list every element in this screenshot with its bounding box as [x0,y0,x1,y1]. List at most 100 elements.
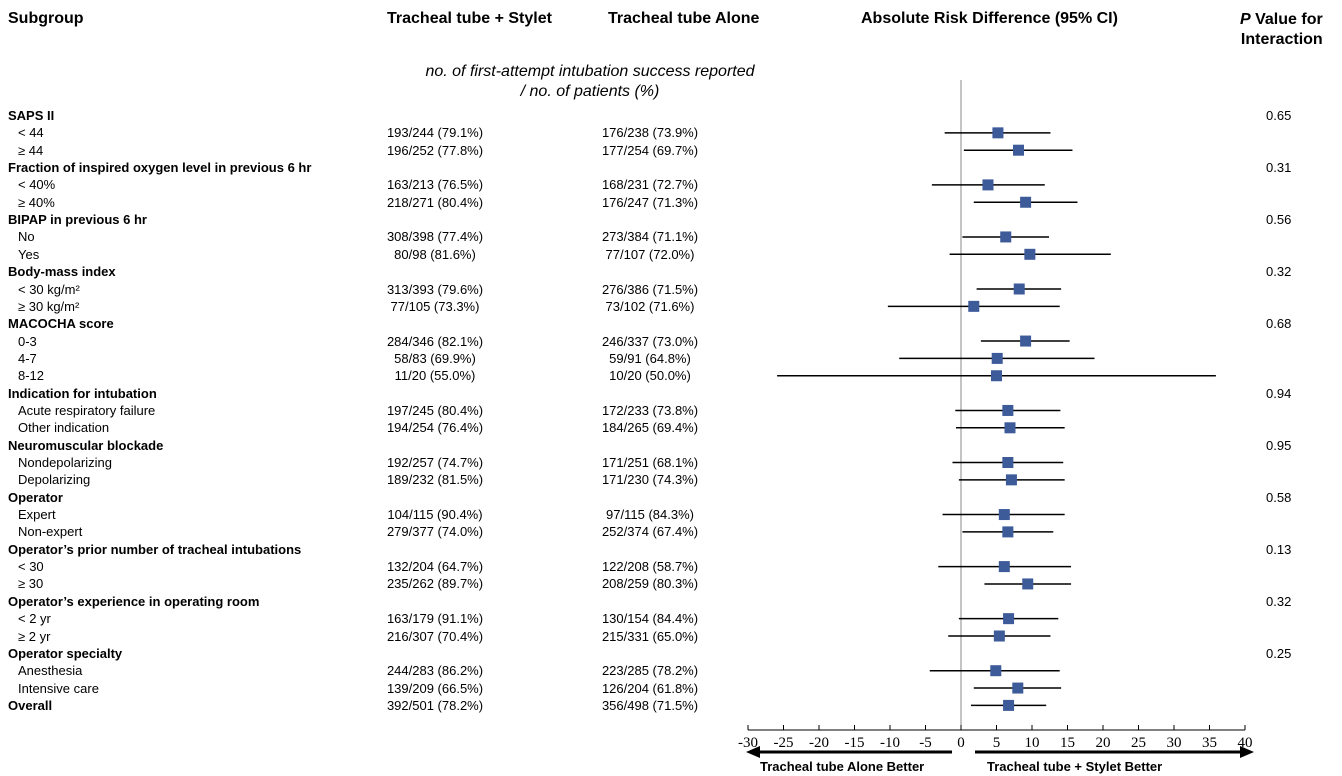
stylet-count: 163/213 (76.5%) [386,177,484,193]
stylet-count: 196/252 (77.8%) [386,142,484,158]
x-tick-label: -10 [880,735,900,751]
estimate-marker [1003,699,1015,711]
x-tick-label: -15 [845,735,865,751]
alone-count: 171/230 (74.3%) [601,472,699,488]
estimate-marker [1000,231,1012,243]
stylet-count: 216/307 (70.4%) [386,628,484,644]
x-tick-label: -30 [738,735,758,751]
estimate-marker [991,352,1003,364]
subgroup-heading: BIPAP in previous 6 hr [8,212,147,228]
counts-note-line2: / no. of patients (%) [520,83,660,100]
x-tick-label: 20 [1096,735,1111,751]
header-p-interaction: Interaction [1240,31,1323,48]
x-tick-label: -20 [809,735,829,751]
p-value: 0.94 [1266,385,1292,401]
alone-count: 177/254 (69.7%) [601,142,699,158]
subgroup-label: ≥ 40% [18,194,55,210]
stylet-count: 308/398 (77.4%) [386,229,484,245]
alone-count: 223/285 (78.2%) [601,663,699,679]
counts-note-line1: no. of first-attempt intubation success … [425,63,755,80]
header-p-rest: Value for [1250,11,1323,28]
subgroup-label: Yes [18,246,40,262]
header-alone: Tracheal tube Alone [608,10,760,27]
estimate-marker [968,300,980,312]
stylet-count: 218/271 (80.4%) [386,194,484,210]
estimate-marker [998,509,1010,521]
x-tick-label: 15 [1060,735,1075,751]
alone-count: 73/102 (71.6%) [605,298,695,314]
x-tick-label: 10 [1025,735,1040,751]
subgroup-label: Other indication [18,420,110,436]
subgroup-label: < 2 yr [18,611,51,627]
p-value: 0.25 [1266,645,1292,661]
estimate-marker [1013,144,1025,156]
subgroup-label: Non-expert [18,524,83,540]
p-value: 0.95 [1266,437,1292,453]
stylet-count: 58/83 (69.9%) [394,350,476,366]
alone-count: 208/259 (80.3%) [601,576,699,592]
estimate-marker [1003,613,1015,625]
p-value: 0.13 [1266,541,1292,557]
subgroup-label: ≥ 2 yr [18,628,51,644]
alone-count: 172/233 (73.8%) [601,402,699,418]
right-better-label: Tracheal tube + Stylet Better [987,759,1163,774]
subgroup-heading: Operator’s experience in operating room [8,593,260,609]
stylet-count: 192/257 (74.7%) [386,455,484,470]
alone-count: 176/238 (73.9%) [601,125,699,141]
subgroup-label: Acute respiratory failure [18,402,156,418]
alone-count: 59/91 (64.8%) [609,350,691,366]
subgroup-heading: Neuromuscular blockade [8,437,164,453]
alone-count: 215/331 (65.0%) [601,628,699,644]
header-p-letter: P [1240,11,1251,28]
estimate-marker [990,665,1002,677]
stylet-count: 244/283 (86.2%) [386,663,484,679]
x-tick-label: 25 [1131,735,1146,751]
estimate-marker [992,127,1004,139]
stylet-count: 139/209 (66.5%) [386,680,484,696]
subgroup-heading: SAPS II [8,108,55,123]
left-better-label: Tracheal tube Alone Better [760,759,925,774]
alone-count: 168/231 (72.7%) [601,177,699,193]
p-value: 0.32 [1266,593,1292,609]
subgroup-label: < 30 [18,559,44,575]
header-stylet: Tracheal tube + Stylet [387,10,552,27]
counts-note: no. of first-attempt intubation success … [380,62,800,102]
x-tick-label: 5 [993,735,1001,751]
header-risk-difference: Absolute Risk Difference (95% CI) [861,10,1118,27]
left-arrow-head [746,746,760,758]
x-tick-label: -5 [919,735,932,751]
subgroup-heading: Operator’s prior number of tracheal intu… [8,541,302,557]
subgroup-label: < 40% [18,177,56,193]
alone-count: 130/154 (84.4%) [601,611,699,627]
alone-count: 97/115 (84.3%) [606,507,694,523]
stylet-count: 197/245 (80.4%) [386,402,484,418]
stylet-count: 80/98 (81.6%) [394,246,476,262]
subgroup-label: 8-12 [18,368,45,384]
estimate-marker [1020,196,1032,208]
alone-count: 184/265 (69.4%) [601,420,699,436]
stylet-count: 11/20 (55.0%) [394,368,476,384]
alone-count: 276/386 (71.5%) [601,281,699,297]
alone-count: 122/208 (58.7%) [601,559,699,575]
subgroup-label: 0-3 [18,333,37,349]
p-value: 0.58 [1266,489,1292,505]
alone-count: 246/337 (73.0%) [601,333,699,349]
p-value: 0.56 [1266,212,1292,228]
subgroup-heading: Operator specialty [8,645,123,661]
subgroup-heading: Overall [8,697,53,713]
subgroup-heading: Operator [8,489,63,505]
alone-count: 171/251 (68.1%) [601,455,699,470]
subgroup-label: No [18,229,35,245]
subgroup-label: Depolarizing [18,472,91,488]
estimate-marker [982,179,994,191]
alone-count: 252/374 (67.4%) [601,524,699,540]
estimate-marker [1002,526,1014,538]
estimate-marker [1013,283,1025,295]
estimate-marker [993,630,1005,642]
x-tick-label: 35 [1202,735,1217,751]
p-value: 0.68 [1266,316,1292,332]
subgroup-label: Expert [18,507,56,523]
stylet-count: 189/232 (81.5%) [386,472,484,488]
estimate-marker [1020,335,1032,347]
